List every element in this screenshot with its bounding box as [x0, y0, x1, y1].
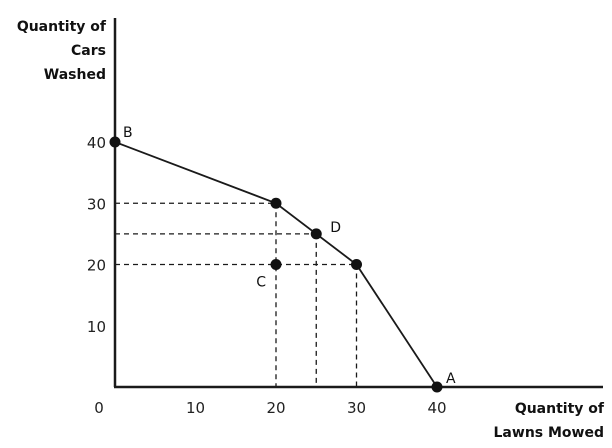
dashed-guides	[115, 202, 358, 387]
point-label-b: B	[123, 125, 133, 141]
x-tick-label: 0	[94, 399, 104, 417]
y-tick-label: 40	[87, 134, 106, 152]
point-label-c: C	[256, 275, 266, 291]
x-tick-label: 10	[186, 399, 205, 417]
data-point	[431, 381, 443, 393]
x-tick-label: 20	[266, 399, 285, 417]
data-point	[109, 136, 121, 148]
tick-labels: 0 10 20 30 40 10 20 30 40	[87, 134, 447, 417]
x-tick-label: 30	[347, 399, 366, 417]
point-label-a: A	[446, 371, 456, 387]
axis-titles: Quantity of Cars Washed Quantity of Lawn…	[17, 19, 605, 441]
x-axis-title-line-2: Lawns Mowed	[494, 425, 604, 441]
x-axis-title-line-1: Quantity of	[515, 401, 605, 417]
axes	[113, 18, 603, 389]
data-point	[270, 259, 282, 270]
y-axis-title-line-1: Quantity of	[17, 19, 107, 35]
y-tick-label: 10	[87, 318, 106, 336]
data-points: B D C A	[109, 125, 456, 393]
data-point	[310, 228, 322, 240]
x-tick-label: 40	[427, 399, 446, 417]
y-axis-title-line-3: Washed	[44, 67, 106, 83]
data-point	[270, 197, 282, 209]
y-axis-title-line-2: Cars	[71, 43, 106, 59]
y-tick-label: 30	[87, 195, 106, 213]
point-label-d: D	[330, 220, 341, 236]
y-tick-label: 20	[87, 257, 106, 275]
data-point	[351, 259, 362, 270]
